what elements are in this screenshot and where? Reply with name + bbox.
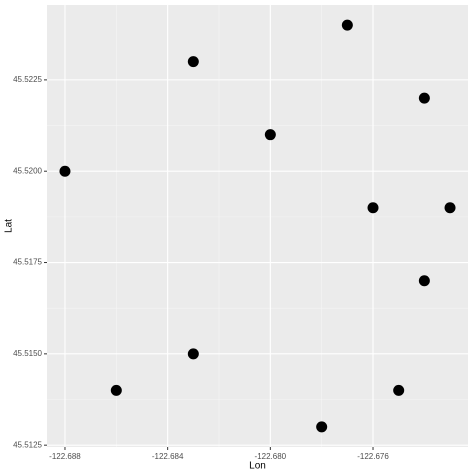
x-tick-label: -122.676 <box>357 452 389 461</box>
panel <box>47 5 468 447</box>
point <box>187 348 199 360</box>
point <box>393 384 405 396</box>
x-tick-label: -122.684 <box>152 452 184 461</box>
point <box>110 384 122 396</box>
y-tick-label: 45.5200 <box>13 166 42 175</box>
point <box>59 165 71 177</box>
point <box>444 202 456 214</box>
point <box>418 92 430 104</box>
point <box>367 202 379 214</box>
point <box>341 19 353 31</box>
x-tick-label: -122.688 <box>49 452 81 461</box>
point <box>418 275 430 287</box>
x-tick-label: -122.680 <box>255 452 287 461</box>
y-tick-label: 45.5175 <box>13 258 42 267</box>
y-tick-label: 45.5150 <box>13 349 42 358</box>
y-tick-label: 45.5225 <box>13 75 42 84</box>
y-tick-label: 45.5125 <box>13 440 42 449</box>
x-axis-title: Lon <box>249 461 266 472</box>
y-axis-title: Lat <box>4 219 15 233</box>
point <box>187 56 199 68</box>
point <box>316 421 328 433</box>
point <box>264 129 276 141</box>
